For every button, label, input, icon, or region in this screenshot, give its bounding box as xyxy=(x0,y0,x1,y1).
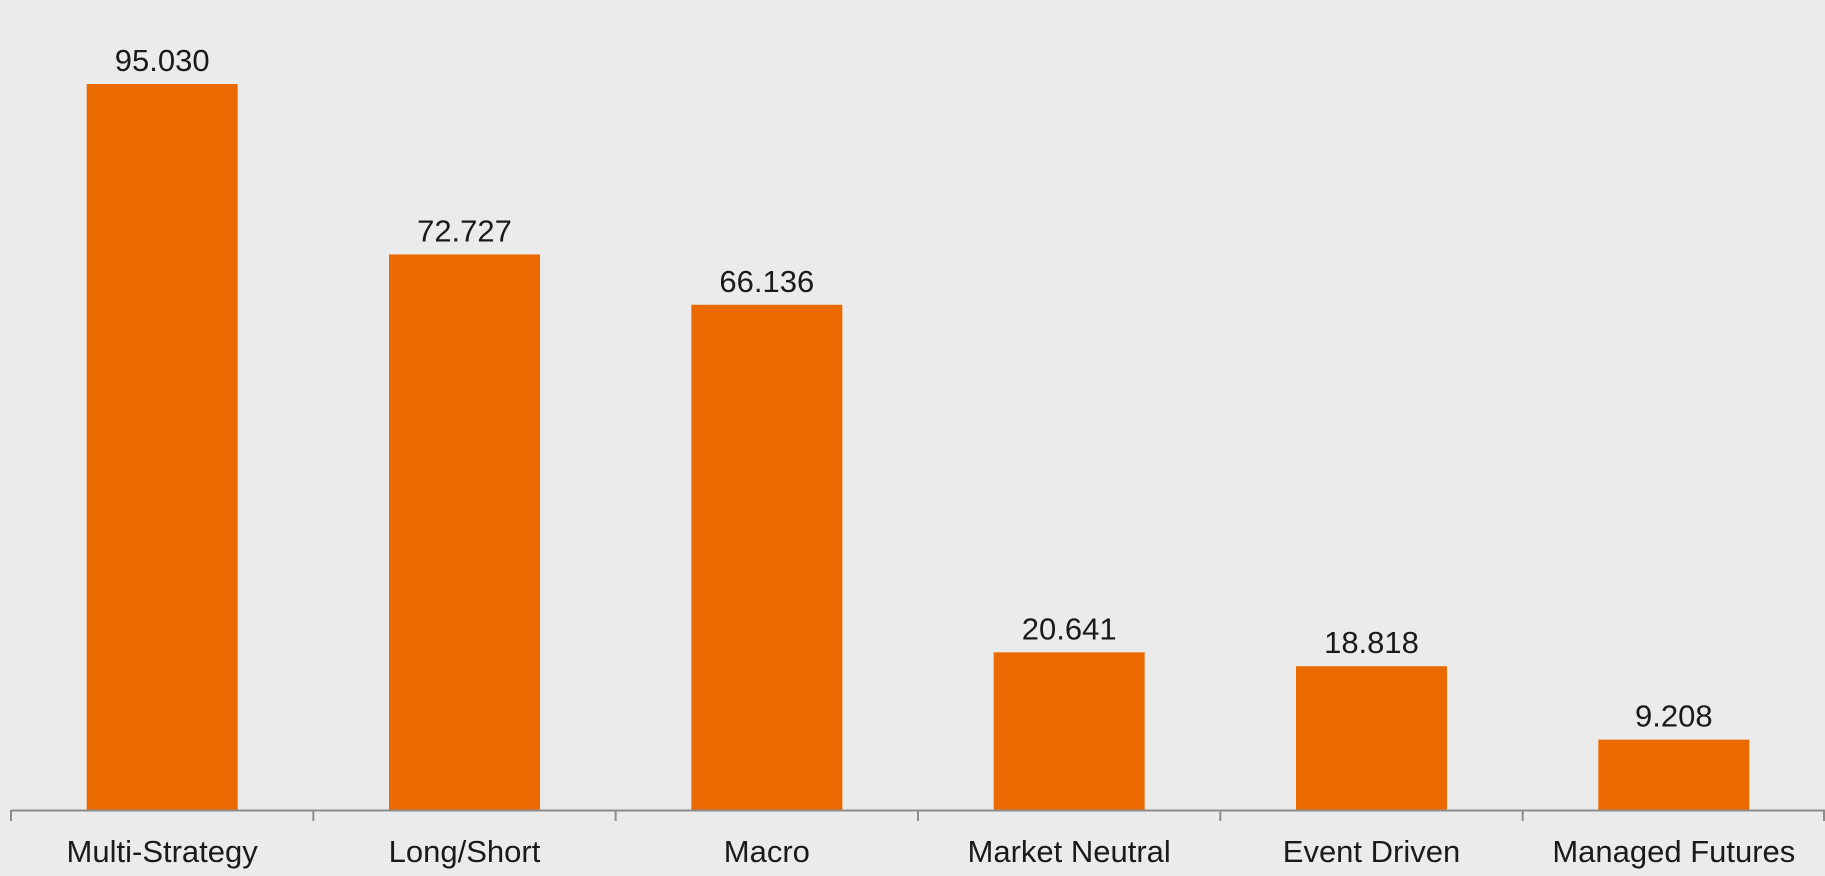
x-tick-label: Managed Futures xyxy=(1552,834,1795,869)
bar-macro xyxy=(691,304,843,810)
bar-market-neutral xyxy=(993,652,1145,810)
x-tick-label: Event Driven xyxy=(1283,834,1460,869)
bars-group xyxy=(86,84,1750,811)
x-axis xyxy=(10,809,1825,821)
data-label: 72.727 xyxy=(417,213,512,248)
data-label: 95.030 xyxy=(115,43,210,78)
data-label: 18.818 xyxy=(1324,625,1419,660)
bar-long-short xyxy=(389,254,540,811)
bar-event-driven xyxy=(1296,666,1447,810)
data-label: 66.136 xyxy=(719,264,814,299)
bar-managed-futures xyxy=(1598,739,1750,810)
data-labels-group: 95.030 72.727 66.136 20.641 18.818 9.208 xyxy=(115,43,1713,734)
x-tick-label: Multi-Strategy xyxy=(67,834,259,869)
x-tick-label: Long/Short xyxy=(389,834,541,869)
x-tick-labels-group: Multi-Strategy Long/Short Macro Market Neut… xyxy=(67,834,1796,869)
x-tick-label: Macro xyxy=(724,834,810,869)
x-tick-label: Market Neutral xyxy=(968,834,1171,869)
data-label: 9.208 xyxy=(1635,699,1713,734)
data-label: 20.641 xyxy=(1022,611,1117,646)
bar-multi-strategy xyxy=(86,84,238,811)
